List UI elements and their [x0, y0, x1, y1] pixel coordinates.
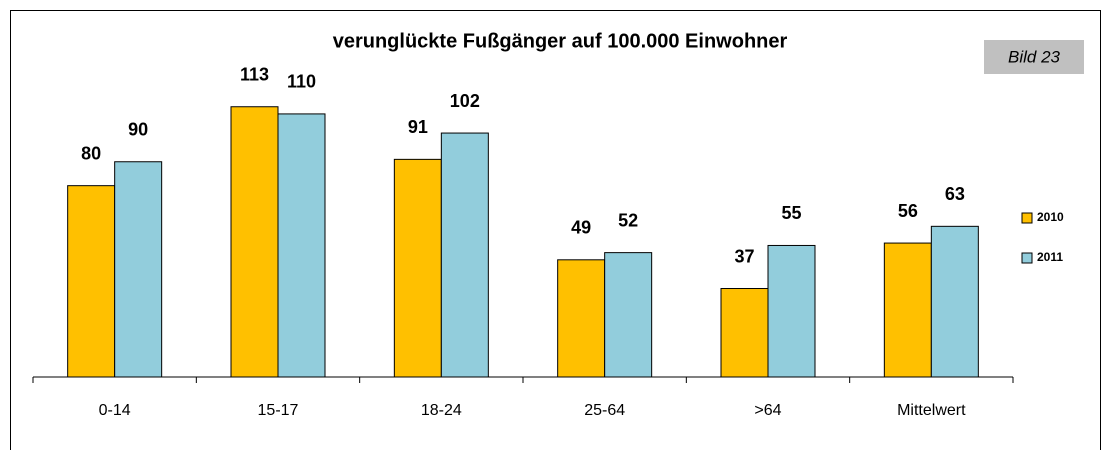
value-label: 91	[408, 117, 428, 137]
bar	[440, 132, 489, 378]
value-label: 55	[781, 203, 801, 223]
legend-label: 2011	[1037, 250, 1063, 264]
bar	[930, 225, 979, 378]
bar	[604, 252, 653, 378]
value-label: 63	[945, 184, 965, 204]
value-label: 52	[618, 210, 638, 230]
bar	[393, 158, 442, 378]
bar	[557, 259, 606, 378]
x-tick-label: 25-64	[584, 402, 625, 419]
annotation: Bild 23	[1008, 47, 1061, 66]
value-label: 56	[898, 201, 918, 221]
value-label: 90	[128, 120, 148, 140]
bar	[720, 288, 769, 378]
x-tick-label: >64	[754, 402, 781, 419]
value-label: 49	[571, 218, 591, 238]
chart-frame	[10, 10, 1101, 455]
x-tick-label: 18-24	[421, 402, 462, 419]
x-tick-label: Mittelwert	[897, 402, 966, 419]
legend-swatch	[1021, 212, 1033, 224]
bar	[883, 242, 932, 378]
value-label: 110	[287, 72, 316, 92]
x-tick-label: 0-14	[99, 402, 131, 419]
x-tick-label: 15-17	[258, 402, 299, 419]
chart-title: verunglückte Fußgänger auf 100.000 Einwo…	[333, 30, 788, 52]
value-label: 80	[81, 143, 101, 163]
bar	[767, 244, 816, 378]
value-label: 37	[734, 246, 754, 266]
annotation-box	[984, 40, 1084, 74]
legend-label: 2010	[1037, 210, 1064, 224]
legend-swatch	[1021, 252, 1033, 264]
value-label: 102	[450, 91, 480, 111]
bar	[114, 161, 163, 378]
bar	[230, 106, 279, 378]
bar	[67, 185, 116, 378]
value-label: 113	[240, 64, 269, 84]
bar	[277, 113, 326, 378]
